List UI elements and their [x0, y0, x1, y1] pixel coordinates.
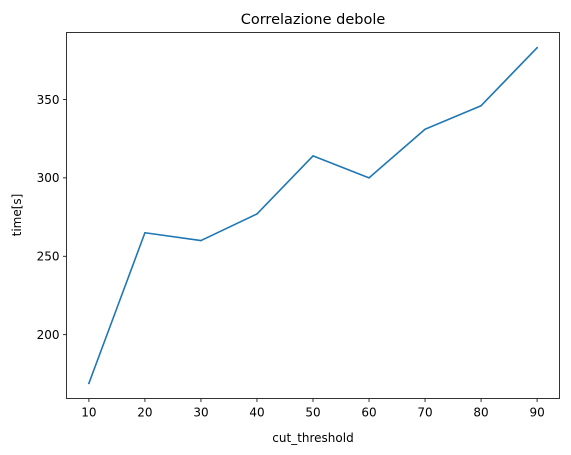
- data-point: [200, 239, 202, 242]
- x-tick-label: 50: [305, 406, 320, 420]
- x-axis-ticks: 10 20 30 40 50 60 70 80 90: [81, 398, 545, 420]
- series-line: [87, 46, 539, 385]
- data-point: [256, 213, 258, 215]
- x-tick-label: 90: [529, 406, 544, 420]
- x-tick-label: 60: [361, 406, 376, 420]
- y-tick-label: 250: [37, 250, 60, 264]
- chart-title: Correlazione debole: [241, 12, 386, 28]
- y-tick-label: 350: [37, 93, 60, 107]
- data-point: [424, 128, 426, 131]
- x-tick-label: 10: [81, 406, 96, 420]
- y-axis-ticks: 200 250 300 350: [37, 93, 67, 342]
- data-point: [312, 155, 314, 157]
- x-tick-label: 80: [473, 406, 488, 420]
- x-tick-label: 20: [137, 406, 152, 420]
- x-tick-label: 70: [417, 406, 432, 420]
- x-tick-label: 30: [193, 406, 208, 420]
- y-tick-label: 300: [37, 171, 60, 185]
- data-point: [480, 104, 482, 107]
- data-point: [88, 382, 90, 385]
- plot-area-frame: [66, 32, 560, 399]
- data-point: [368, 177, 370, 179]
- y-tick-label: 200: [37, 328, 60, 342]
- x-tick-label: 40: [249, 406, 264, 420]
- data-point: [144, 231, 146, 234]
- plot-series: [87, 46, 539, 385]
- x-axis-label: cut_threshold: [272, 431, 353, 445]
- data-point: [536, 46, 538, 49]
- y-axis-label: time[s]: [10, 194, 24, 237]
